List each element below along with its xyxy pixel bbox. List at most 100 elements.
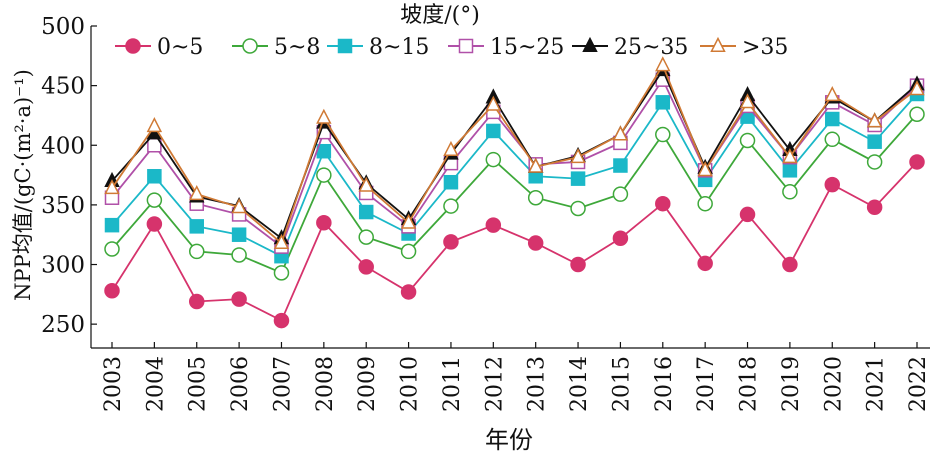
data-point	[316, 215, 332, 231]
data-point	[189, 219, 204, 234]
data-point	[104, 241, 120, 257]
data-point	[485, 217, 502, 233]
y-axis-ticks: 250 300 350 400 450 500	[41, 14, 97, 338]
data-point	[866, 199, 883, 216]
data-point	[358, 229, 374, 245]
data-point	[570, 171, 586, 186]
x-tick-label: 2009	[355, 356, 380, 412]
data-point	[400, 284, 417, 300]
data-point	[527, 189, 544, 206]
data-point	[231, 198, 247, 214]
legend-item: 8~15	[327, 35, 429, 60]
legend-item: 0~5	[115, 35, 203, 60]
data-point	[824, 86, 840, 102]
y-tick-label: 450	[41, 74, 85, 100]
x-tick-label: 2005	[186, 356, 211, 412]
legend-marker	[582, 36, 598, 52]
legend-item: >35	[700, 35, 788, 60]
data-point	[866, 154, 883, 170]
x-tick-label: 2016	[652, 356, 677, 412]
data-point	[655, 56, 671, 72]
data-point	[273, 233, 290, 250]
data-point	[570, 148, 586, 164]
data-point	[697, 161, 713, 177]
data-point	[655, 126, 671, 143]
data-point	[146, 117, 163, 133]
series-4	[104, 72, 925, 254]
x-tick-label: 2014	[567, 356, 592, 412]
x-tick-label: 2008	[313, 356, 338, 412]
data-point	[782, 163, 798, 178]
legend-label: 25~35	[614, 35, 688, 60]
data-point	[358, 176, 374, 192]
data-point	[527, 235, 544, 251]
legend: 坡度/(°) 0~5 5~8 8~15 15~25 25~35 >35	[115, 3, 788, 60]
data-point	[147, 169, 162, 184]
data-point	[739, 206, 756, 223]
data-point	[358, 204, 374, 220]
data-point	[443, 234, 459, 250]
legend-label: >35	[742, 35, 788, 60]
x-axis-ticks: 2003 2004 2005 2006 2007 2008 2009 2010 2011 2012…	[101, 342, 931, 412]
data-point	[104, 217, 120, 233]
x-tick-label: 2007	[270, 356, 295, 412]
x-tick-label: 2021	[864, 356, 889, 412]
data-point	[782, 148, 798, 164]
data-point	[739, 132, 756, 149]
data-point	[612, 186, 629, 202]
data-point	[697, 195, 713, 212]
data-point	[316, 108, 332, 124]
data-point	[146, 216, 163, 232]
legend-marker	[125, 38, 141, 54]
y-axis-label: NPP均值/(gC·(m²·a)⁻¹)	[11, 69, 35, 301]
data-point	[613, 158, 628, 173]
x-tick-label: 2018	[737, 356, 762, 412]
data-point	[824, 131, 841, 148]
data-point	[231, 291, 247, 307]
y-tick-label: 250	[41, 312, 85, 338]
x-tick-label: 2003	[101, 356, 126, 412]
series-1	[104, 154, 925, 329]
data-point	[188, 293, 205, 310]
data-point	[443, 174, 459, 190]
series-2	[104, 106, 925, 281]
data-point	[697, 255, 713, 272]
data-point	[655, 95, 671, 110]
series-line	[111, 161, 918, 322]
data-point	[316, 167, 332, 183]
data-point	[486, 123, 501, 139]
x-tick-label: 2013	[525, 356, 550, 412]
legend-items: 0~5 5~8 8~15 15~25 25~35 >35	[115, 35, 788, 60]
x-tick-label: 2017	[694, 356, 719, 412]
data-point	[782, 184, 798, 200]
data-point	[866, 112, 883, 128]
data-point	[400, 243, 417, 260]
series-layer	[104, 56, 925, 329]
data-point	[104, 283, 120, 299]
y-tick-label: 350	[41, 193, 85, 219]
legend-title: 坡度/(°)	[400, 3, 480, 28]
x-tick-label: 2022	[906, 356, 931, 412]
legend-item: 5~8	[232, 35, 320, 60]
data-point	[825, 111, 840, 127]
data-point	[782, 256, 798, 273]
data-point	[570, 256, 586, 273]
legend-item: 15~25	[448, 35, 564, 60]
data-point	[358, 259, 374, 275]
legend-marker	[337, 38, 353, 54]
series-6	[104, 56, 925, 250]
data-point	[443, 140, 459, 157]
y-tick-label: 300	[41, 253, 85, 279]
data-point	[612, 230, 629, 247]
x-tick-label: 2020	[821, 356, 846, 412]
x-tick-label: 2010	[398, 356, 423, 412]
x-tick-label: 2015	[609, 356, 634, 412]
data-point	[443, 198, 459, 214]
data-point	[231, 247, 247, 263]
data-point	[188, 243, 205, 260]
data-point	[612, 125, 629, 141]
data-point	[824, 176, 841, 193]
data-point	[400, 213, 417, 229]
data-point	[909, 154, 925, 170]
